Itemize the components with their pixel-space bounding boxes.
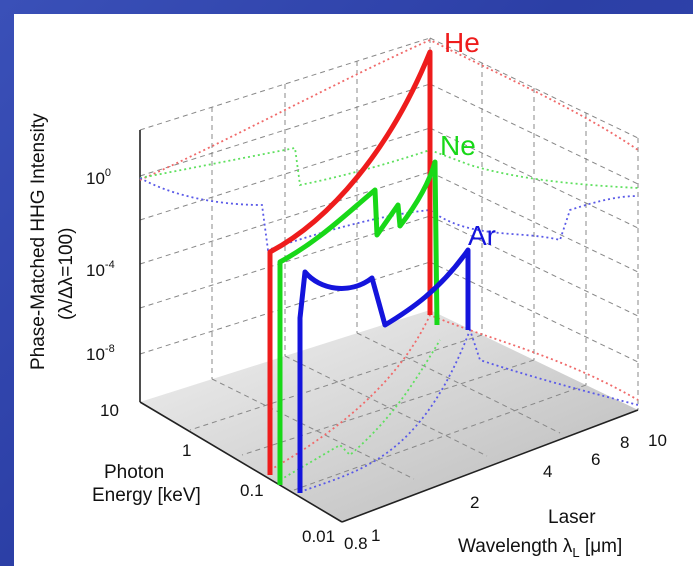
wl-tick-2: 2 (470, 493, 479, 512)
wl-tick-8: 8 (620, 433, 629, 452)
he-wall-projection (139, 39, 639, 181)
wavelength-axis-label-line1: Laser (548, 507, 596, 528)
y-axis-label: Phase-Matched HHG Intensity (28, 113, 49, 370)
floor-plane (140, 310, 638, 522)
y-tick-1: 10-4 (86, 259, 115, 280)
wl-tick-0.8: 0.8 (344, 534, 368, 553)
ne-wall-projection (139, 146, 639, 189)
ar-series-label: Ar (468, 220, 496, 251)
energy-axis-ticks: 10 1 0.1 0.01 (100, 401, 335, 546)
ne-series-line (277, 159, 440, 485)
energy-tick-1: 1 (182, 441, 191, 460)
wavelength-axis-ticks: 0.8 1 2 4 6 8 10 (344, 431, 667, 553)
ar-series-line (297, 247, 471, 493)
y-tick-0: 100 (86, 167, 111, 188)
y-axis-ticks: 100 10-4 10-8 (86, 167, 115, 364)
wavelength-axis-label-line2: Wavelength λL [μm] (458, 536, 622, 560)
energy-axis-label-line1: Photon (104, 462, 164, 483)
series-curves (267, 49, 471, 493)
ne-series-label: Ne (440, 130, 476, 161)
ar-wall-projection (139, 177, 639, 252)
energy-tick-0.1: 0.1 (240, 481, 264, 500)
energy-tick-0.01: 0.01 (302, 527, 335, 546)
y-axis-sublabel: (λ/Δλ=100) (56, 228, 77, 320)
wl-tick-6: 6 (591, 450, 600, 469)
wl-tick-4: 4 (543, 462, 552, 481)
wl-tick-10: 10 (648, 431, 667, 450)
y-tick-2: 10-8 (86, 343, 115, 364)
axes (139, 130, 639, 523)
wl-tick-1: 1 (371, 526, 380, 545)
energy-tick-10: 10 (100, 401, 119, 420)
he-series-label: He (444, 27, 480, 58)
he-series-line (267, 49, 433, 475)
energy-axis-label-line2: Energy [keV] (92, 485, 201, 506)
